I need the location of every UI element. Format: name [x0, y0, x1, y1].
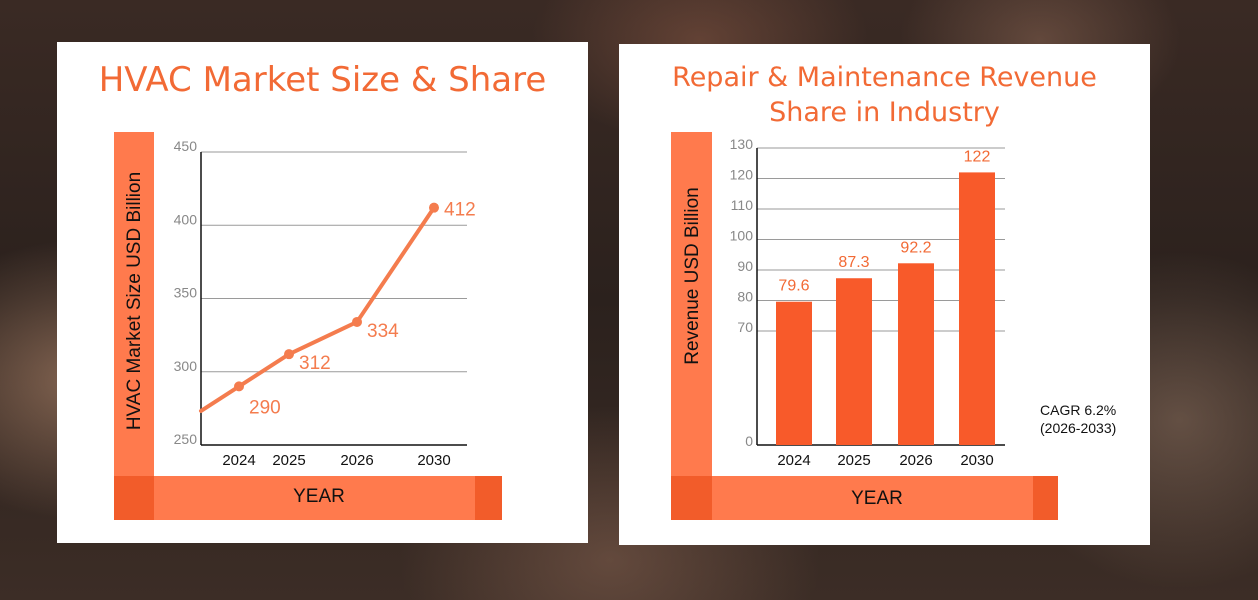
repair-revenue-card: Repair & Maintenance Revenue Share in In… [619, 44, 1150, 545]
x-tick-label: 2026 [899, 452, 932, 469]
y-tick-label: 350 [174, 285, 198, 301]
data-label: 92.2 [900, 239, 931, 256]
axis-corner [114, 476, 154, 520]
data-label: 79.6 [778, 278, 809, 295]
bar [959, 172, 995, 445]
data-label: 412 [444, 200, 476, 221]
y-tick-label: 450 [174, 138, 198, 154]
bar-chart: 0 70 80 90 100 110 120 130 79.6 2024 87.3 2025 92.2 2… [730, 136, 1005, 469]
chart-title: Repair & Maintenance Revenue Share in In… [672, 62, 1097, 129]
cagr-period: (2026-2033) [1040, 419, 1117, 436]
x-axis-label: YEAR [293, 486, 345, 507]
y-tick-label: 300 [174, 358, 198, 374]
line-chart: 250 300 350 400 450 2024 2025 2026 2030 290 312 334… [174, 138, 476, 469]
data-label: 290 [249, 397, 281, 418]
bar [898, 263, 934, 445]
cagr-annotation: CAGR 6.2% (2026-2033) [1040, 402, 1116, 437]
y-tick-label: 90 [737, 258, 753, 274]
series-line [199, 205, 436, 413]
chart-title: HVAC Market Size & Share [98, 60, 547, 100]
y-tick-label: 130 [730, 136, 754, 152]
x-tick-label: 2026 [340, 452, 373, 469]
axis-corner [671, 476, 712, 520]
x-axis-band [154, 476, 502, 520]
y-tick-label: 100 [730, 228, 754, 244]
y-tick-label: 70 [737, 319, 753, 335]
axis-band-end [475, 476, 502, 520]
data-label: 312 [299, 353, 331, 374]
x-tick-label: 2030 [960, 452, 993, 469]
x-axis-label: YEAR [851, 488, 903, 509]
bar [776, 301, 812, 445]
x-tick-label: 2025 [272, 452, 305, 469]
data-point [429, 202, 439, 213]
y-tick-label: 250 [174, 431, 198, 447]
y-tick-label: 120 [730, 167, 754, 183]
axis-band-end [1033, 476, 1058, 520]
data-point [284, 349, 294, 360]
cagr-value: CAGR 6.2% [1040, 402, 1117, 418]
data-label: 334 [367, 321, 399, 342]
x-tick-label: 2024 [777, 452, 810, 469]
data-point [234, 381, 244, 392]
y-tick-label: 80 [737, 289, 753, 305]
y-tick-label: 110 [731, 197, 754, 213]
bar [836, 278, 872, 445]
data-point [352, 316, 362, 327]
y-axis-band [671, 132, 712, 520]
y-tick-label: 0 [745, 433, 753, 449]
x-tick-label: 2024 [222, 452, 255, 469]
x-axis-band [712, 476, 1058, 520]
x-tick-label: 2025 [837, 452, 870, 469]
y-tick-label: 400 [174, 211, 198, 227]
x-tick-label: 2030 [417, 452, 450, 469]
y-axis-band [114, 132, 154, 520]
data-label: 87.3 [838, 254, 869, 271]
hvac-market-card: HVAC Market Size & Share HVAC Market Siz… [57, 42, 588, 543]
data-label: 122 [964, 148, 991, 165]
